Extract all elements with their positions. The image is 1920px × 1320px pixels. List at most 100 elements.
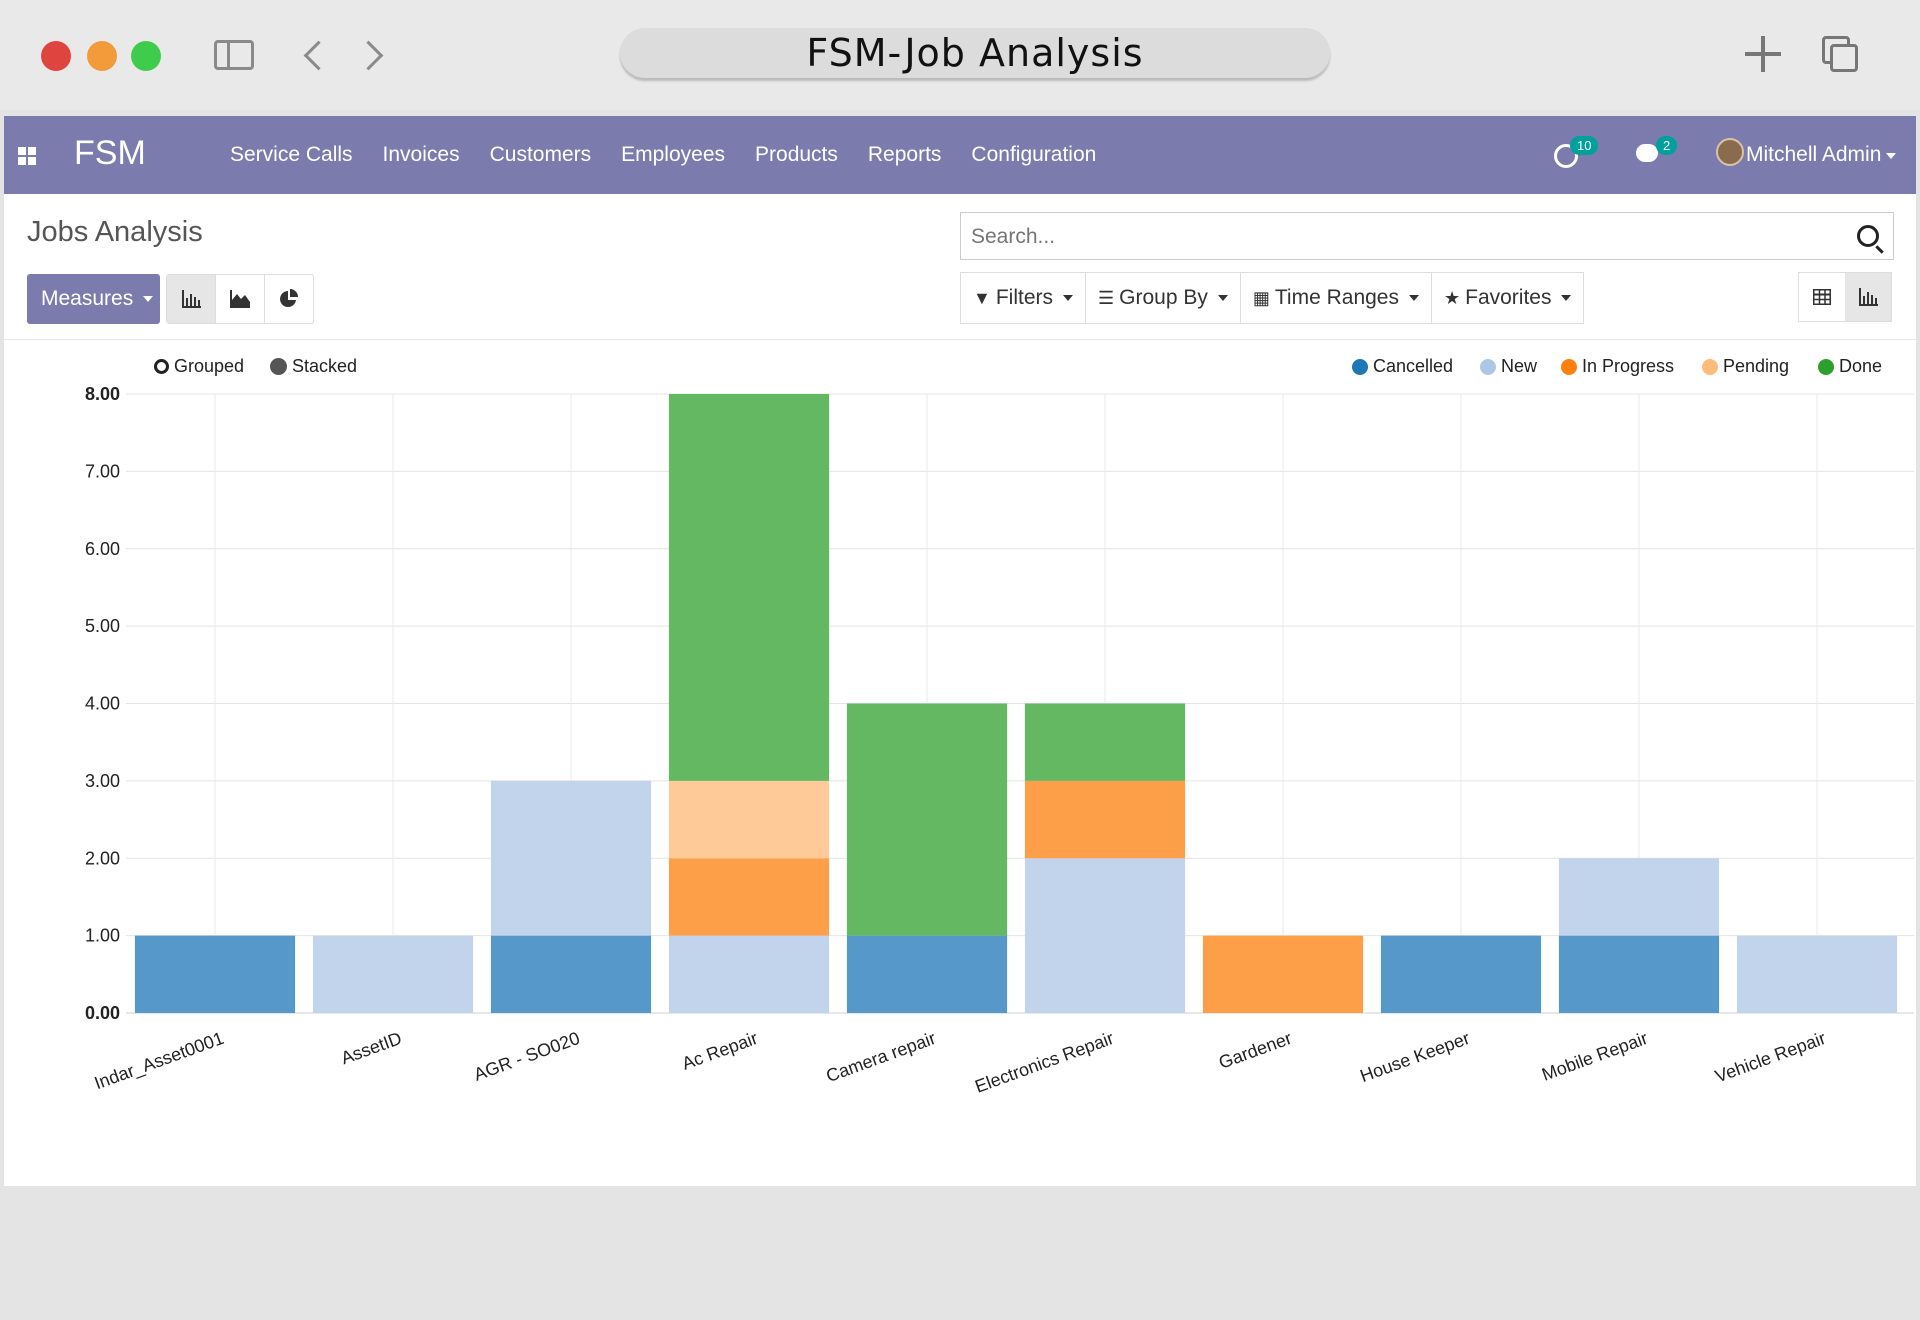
tabs-overview-icon[interactable] [1822, 36, 1858, 72]
maximize-window-button[interactable] [131, 41, 161, 71]
jobs-bar-chart: 0.00 1.00 2.00 3.00 4.00 5.00 6.00 7.00 8.00 Inda… [85, 384, 1914, 1097]
line-chart-button[interactable] [216, 275, 265, 323]
legend-in-progress[interactable]: In Progress [1561, 356, 1674, 377]
activity-count-badge: 10 [1570, 136, 1599, 155]
chat-icon[interactable] [1636, 144, 1658, 162]
time-ranges-dropdown[interactable]: ▦ Time Ranges [1241, 273, 1432, 323]
x-tick-label: Gardener [1216, 1028, 1294, 1073]
graph-view-button[interactable] [1845, 273, 1891, 321]
legend-label: In Progress [1582, 356, 1675, 376]
apps-menu-icon[interactable] [18, 147, 36, 165]
radio-filled-icon [270, 358, 287, 375]
y-tick-label: 3.00 [85, 771, 120, 791]
stacked-toggle[interactable]: Stacked [270, 356, 357, 377]
main-menu: Service Calls Invoices Customers Employe… [230, 143, 1126, 167]
forward-arrow-icon[interactable] [353, 40, 384, 71]
bar-segment [668, 394, 830, 781]
chevron-down-icon[interactable] [1886, 153, 1896, 159]
bar-segment [668, 935, 830, 1013]
menu-products[interactable]: Products [755, 143, 838, 166]
y-tick-label: 7.00 [85, 461, 120, 481]
list-icon: ☰ [1098, 287, 1115, 308]
avatar[interactable] [1716, 138, 1744, 166]
legend-swatch [1702, 358, 1718, 375]
legend-cancelled[interactable]: Cancelled [1352, 356, 1453, 377]
browser-chrome: FSM-Job Analysis [0, 0, 1920, 110]
legend-swatch [1561, 358, 1577, 375]
bar-segment [1024, 780, 1186, 859]
search-icon[interactable] [1857, 225, 1879, 247]
x-tick-label: Camera repair [823, 1028, 938, 1086]
pie-chart-icon [280, 289, 298, 307]
menu-service-calls[interactable]: Service Calls [230, 143, 353, 166]
legend-new[interactable]: New [1480, 356, 1537, 377]
bar-segment [668, 780, 830, 859]
table-icon [1813, 289, 1831, 305]
caret-down-icon [1217, 295, 1228, 301]
legend-swatch [1818, 358, 1834, 375]
y-tick-label: 5.00 [85, 616, 120, 636]
x-tick-label: Ac Repair [679, 1028, 760, 1074]
menu-reports[interactable]: Reports [867, 143, 942, 166]
pivot-view-button[interactable] [1799, 273, 1845, 321]
y-tick-label: 2.00 [85, 848, 120, 868]
legend-swatch [1352, 358, 1368, 375]
bar-segment [312, 935, 474, 1013]
bar-segment [490, 780, 652, 936]
bar-segment [1380, 935, 1542, 1013]
favorites-dropdown[interactable]: ★ Favorites [1432, 273, 1584, 323]
window-title: FSM-Job Analysis [806, 31, 1144, 75]
y-tick-label: 1.00 [85, 926, 120, 946]
grouped-label: Grouped [174, 356, 245, 376]
new-tab-icon[interactable] [1745, 36, 1781, 72]
caret-down-icon [1408, 295, 1419, 301]
clock-icon [1554, 144, 1578, 168]
bar-chart-button[interactable] [167, 275, 216, 323]
user-menu[interactable]: Mitchell Admin [1746, 143, 1882, 166]
time-ranges-label: Time Ranges [1274, 286, 1399, 309]
top-navbar: FSM Service Calls Invoices Customers Emp… [4, 116, 1916, 194]
activity-button[interactable]: 10 [1554, 136, 1599, 168]
bar-segment [846, 703, 1008, 936]
measures-button[interactable]: Measures [27, 274, 160, 324]
bar-segment [1202, 935, 1364, 1013]
back-arrow-icon[interactable] [303, 40, 334, 71]
y-tick-label: 8.00 [85, 384, 120, 404]
filters-dropdown[interactable]: ▼ Filters [961, 273, 1086, 323]
sidebar-toggle-icon[interactable] [214, 40, 254, 70]
group-by-dropdown[interactable]: ☰ Group By [1086, 273, 1241, 323]
bar-segment [490, 935, 652, 1013]
bar-chart-icon [1859, 288, 1878, 306]
x-tick-label: Vehicle Repair [1712, 1028, 1828, 1086]
menu-configuration[interactable]: Configuration [971, 143, 1097, 166]
caret-down-icon [1561, 295, 1572, 301]
chart-type-switcher [166, 274, 314, 324]
bar-chart-icon [182, 290, 201, 308]
x-tick-label: AGR - SO020 [471, 1028, 582, 1085]
menu-employees[interactable]: Employees [621, 143, 726, 166]
x-tick-label: Indar_Asset0001 [92, 1028, 227, 1094]
legend-label: Done [1839, 356, 1883, 376]
stacked-label: Stacked [292, 356, 358, 376]
caret-down-icon [1063, 295, 1073, 301]
address-bar[interactable]: FSM-Job Analysis [620, 28, 1330, 78]
menu-customers[interactable]: Customers [489, 143, 592, 166]
legend-done[interactable]: Done [1818, 356, 1882, 377]
app-brand[interactable]: FSM [74, 134, 146, 172]
pie-chart-button[interactable] [265, 275, 313, 323]
x-tick-label: House Keeper [1357, 1028, 1472, 1086]
radio-empty-icon [154, 359, 169, 374]
bar-segment [668, 858, 830, 936]
search-options-bar: ▼ Filters ☰ Group By ▦ Time Ranges ★ Favorit… [960, 272, 1585, 324]
area-chart-icon [230, 290, 250, 308]
minimize-window-button[interactable] [87, 41, 117, 71]
close-window-button[interactable] [41, 41, 71, 71]
star-icon: ★ [1443, 287, 1461, 308]
menu-invoices[interactable]: Invoices [382, 143, 460, 166]
toolbar-divider [4, 339, 1916, 340]
legend-pending[interactable]: Pending [1702, 356, 1789, 377]
y-tick-label: 0.00 [85, 1003, 120, 1023]
grouped-toggle[interactable]: Grouped [154, 356, 244, 377]
bar-segment [134, 935, 296, 1013]
search-input[interactable] [969, 222, 1853, 252]
